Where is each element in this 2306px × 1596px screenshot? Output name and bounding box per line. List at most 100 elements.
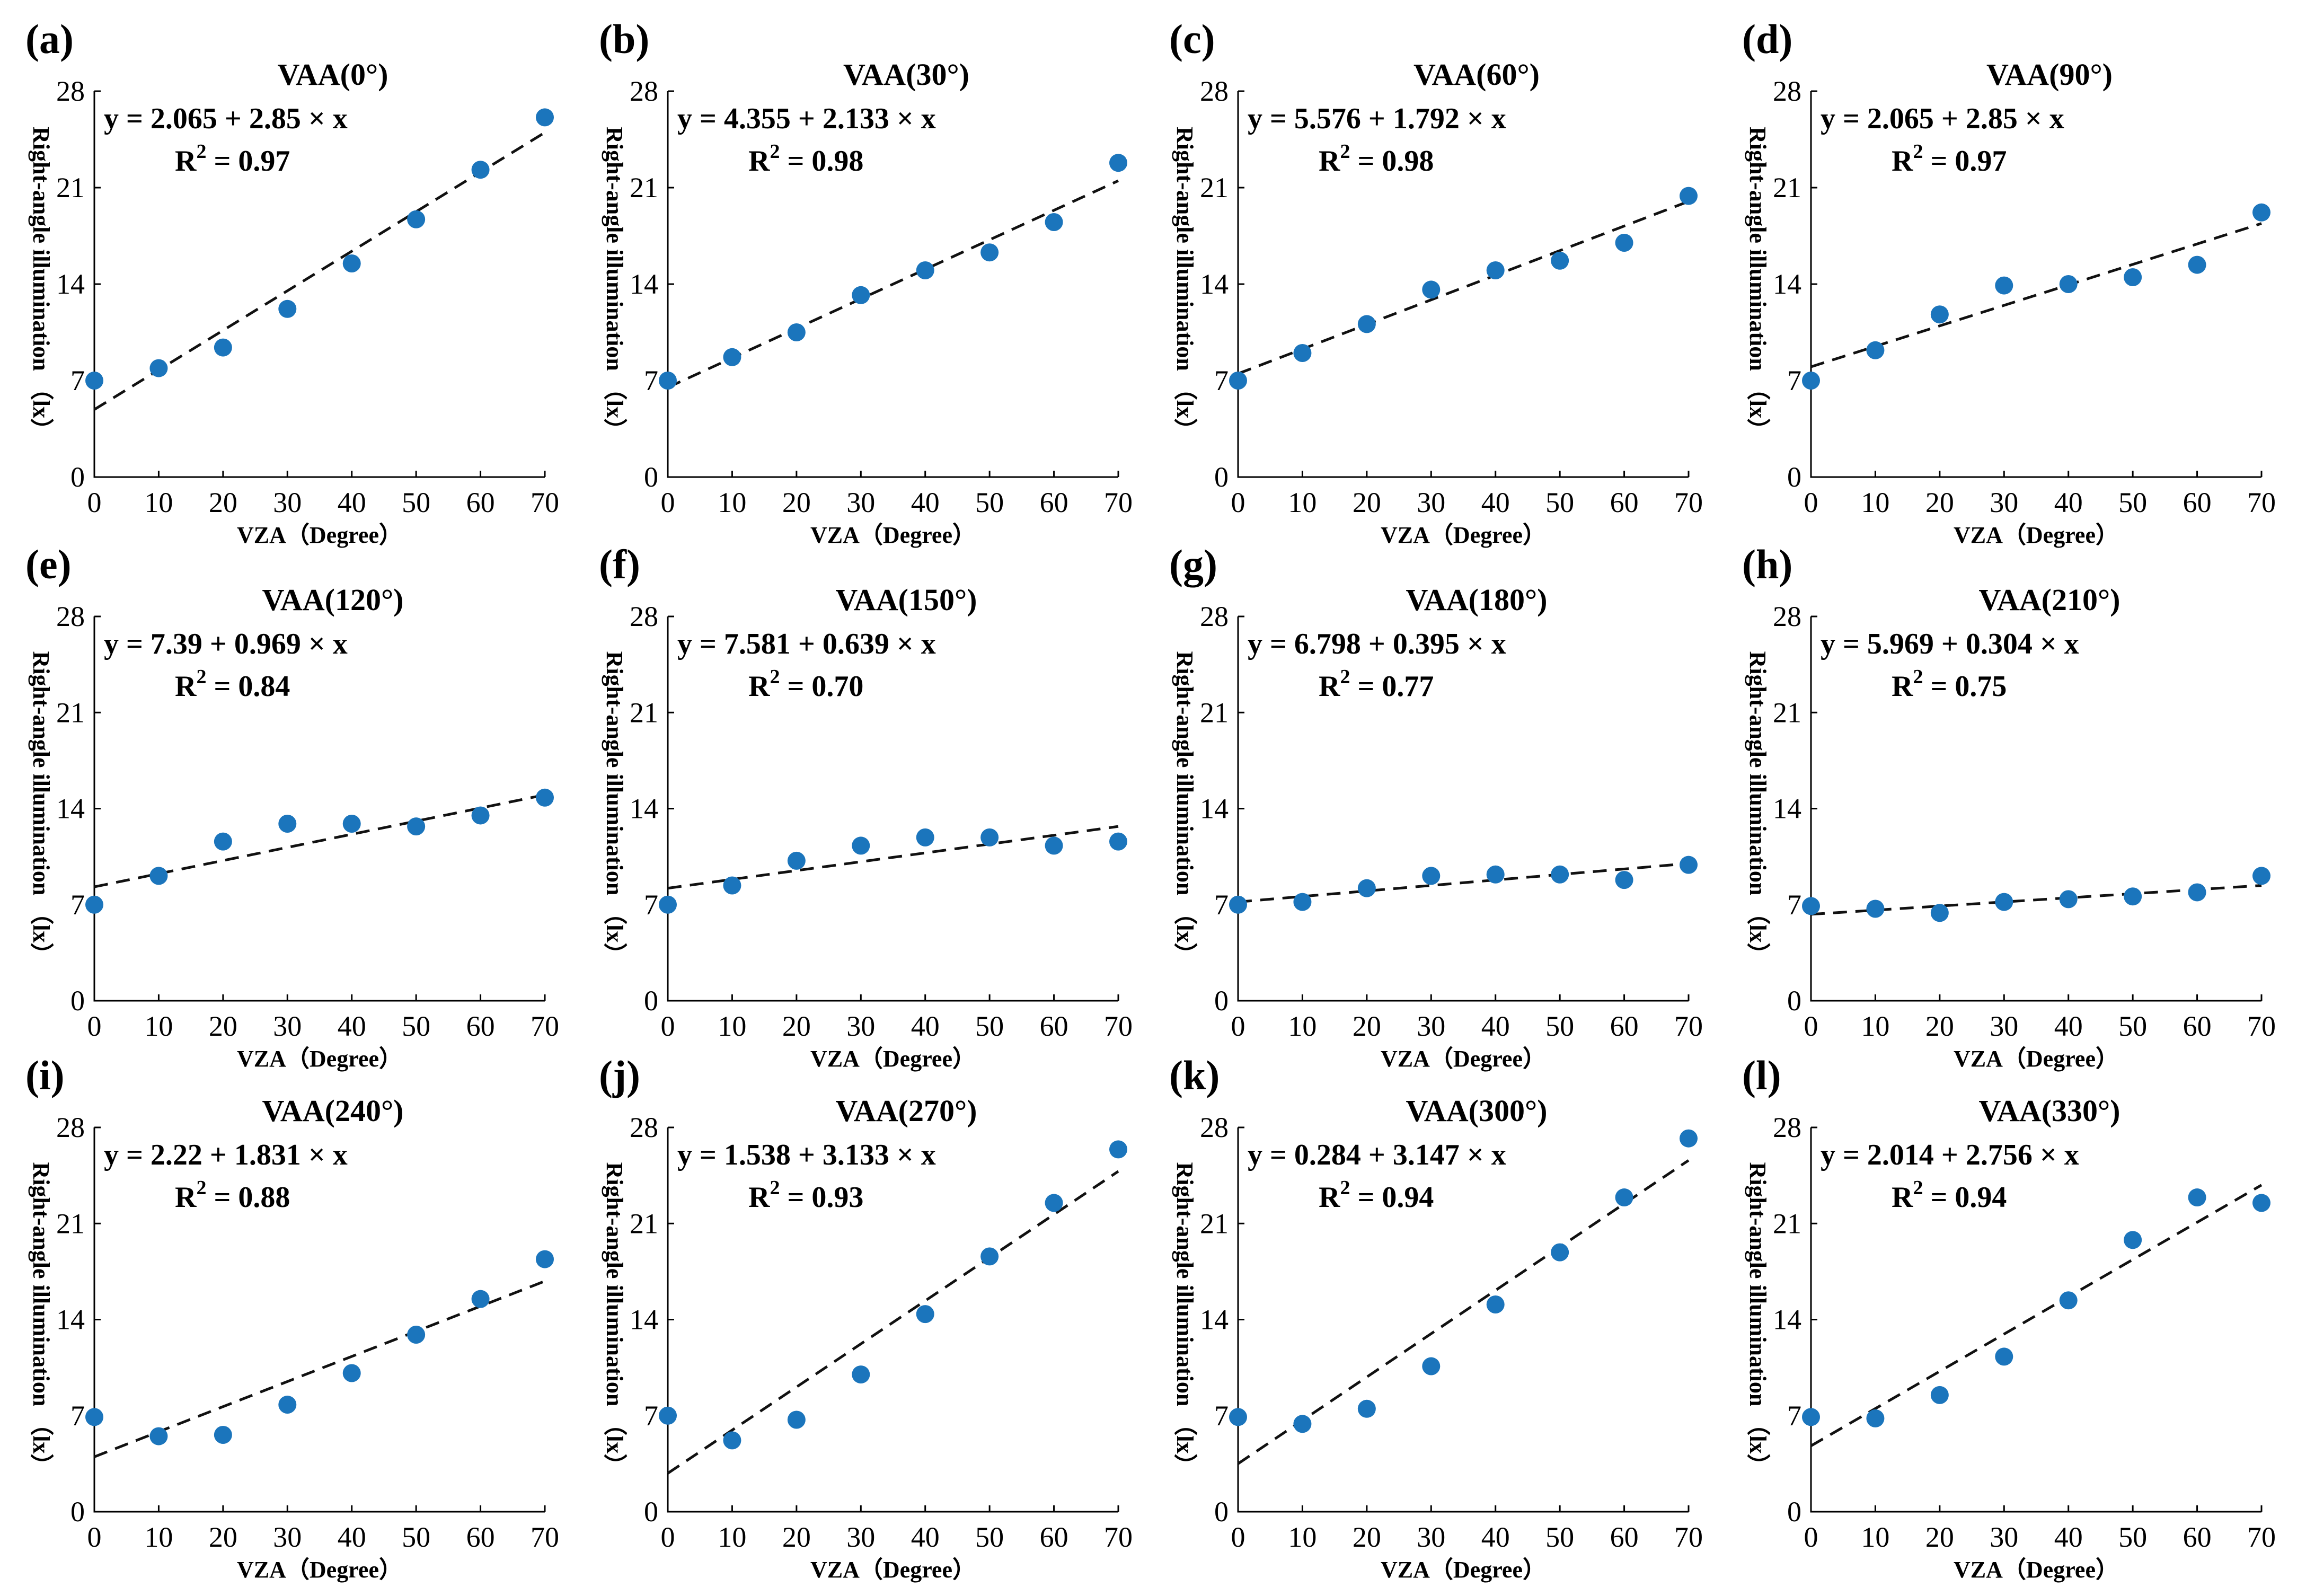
- r-squared-symbol: R: [175, 1181, 197, 1214]
- regression-line: [1810, 884, 2262, 916]
- x-tick-label: 70: [2247, 1010, 2276, 1042]
- y-tick-label: 14: [630, 268, 658, 300]
- data-point: [1486, 865, 1505, 884]
- x-tick-label: 0: [1804, 1010, 1818, 1042]
- x-tick-label: 10: [1288, 1521, 1317, 1553]
- y-tick-label: 0: [1214, 985, 1229, 1017]
- data-point: [659, 895, 677, 914]
- x-tick-label: 50: [2118, 1010, 2147, 1042]
- x-tick-label: 0: [1231, 1010, 1245, 1042]
- y-axis-label: Right-angle illumination （lx）: [602, 651, 628, 966]
- r-squared-value: = 0.84: [206, 670, 290, 703]
- r-squared-value: = 0.77: [1350, 670, 1434, 703]
- x-tick-label: 50: [402, 487, 430, 518]
- r-squared-exponent: 2: [1340, 666, 1350, 688]
- regression-line: [667, 825, 1119, 890]
- y-tick-label: 14: [56, 1304, 85, 1336]
- x-tick-label: 50: [402, 1521, 430, 1553]
- data-point: [1680, 1129, 1698, 1148]
- y-axis-label: Right-angle illumination （lx）: [602, 127, 628, 442]
- chart-panel: 0 7 14 21 28 0 10 20 30 40 50 60 70 VZA（Degree） Right-…: [1742, 1052, 2276, 1583]
- y-tick-label: 21: [1773, 696, 1801, 728]
- data-point: [407, 817, 426, 836]
- y-tick-label: 0: [644, 461, 658, 493]
- y-tick-label: 14: [630, 793, 658, 825]
- y-tick-label: 7: [644, 365, 658, 396]
- y-tick-label: 14: [1773, 1304, 1801, 1336]
- data-point: [787, 1410, 806, 1429]
- x-tick-label: 60: [1040, 487, 1068, 518]
- data-point: [723, 876, 741, 895]
- data-point: [1615, 1188, 1633, 1207]
- data-point: [1995, 276, 2013, 295]
- y-axis-label: Right-angle illumination （lx）: [28, 651, 54, 966]
- r-squared-label: R2 = 0.84: [175, 666, 290, 703]
- data-point: [2252, 1194, 2270, 1212]
- y-tick-label: 7: [1787, 1400, 1801, 1432]
- y-axis-label: Right-angle illumination （lx）: [1745, 127, 1771, 442]
- x-tick-label: 70: [1104, 487, 1133, 518]
- regression-equation: y = 2.065 + 2.85 × x: [104, 102, 348, 135]
- data-point: [85, 895, 103, 914]
- data-point: [916, 1305, 934, 1324]
- data-point: [1109, 832, 1127, 851]
- r-squared-exponent: 2: [196, 140, 206, 163]
- x-axis-label: VZA（Degree）: [1381, 1046, 1546, 1072]
- data-point: [1930, 904, 1949, 922]
- data-point: [536, 788, 554, 807]
- data-point: [1680, 187, 1698, 205]
- r-squared-exponent: 2: [770, 666, 780, 688]
- x-tick-label: 60: [2183, 1010, 2212, 1042]
- data-point: [787, 851, 806, 870]
- panel-letter: (j): [599, 1052, 640, 1098]
- x-axis-label: VZA（Degree）: [1954, 1557, 2119, 1583]
- data-point: [407, 210, 426, 228]
- r-squared-symbol: R: [175, 145, 197, 178]
- x-tick-label: 40: [1481, 1010, 1510, 1042]
- panel-letter: (e): [25, 541, 72, 587]
- x-tick-label: 20: [1353, 487, 1381, 518]
- data-point: [2059, 1291, 2078, 1310]
- r-squared-symbol: R: [748, 145, 770, 178]
- data-point: [1357, 315, 1376, 333]
- r-squared-value: = 0.93: [780, 1181, 863, 1214]
- panel-letter: (d): [1742, 16, 1792, 62]
- data-point: [85, 1408, 103, 1426]
- r-squared-symbol: R: [175, 670, 197, 703]
- r-squared-label: R2 = 0.93: [748, 1177, 863, 1214]
- r-squared-label: R2 = 0.75: [1892, 666, 2007, 703]
- chart-title: VAA(30°): [843, 57, 969, 92]
- panel-letter: (l): [1742, 1052, 1781, 1098]
- x-tick-label: 60: [466, 1010, 495, 1042]
- x-tick-label: 40: [338, 487, 366, 518]
- x-tick-label: 20: [1353, 1521, 1381, 1553]
- data-point: [852, 1365, 870, 1384]
- r-squared-exponent: 2: [196, 666, 206, 688]
- regression-equation: y = 2.065 + 2.85 × x: [1821, 102, 2064, 135]
- chart-title: VAA(180°): [1406, 583, 1547, 617]
- y-tick-label: 21: [56, 696, 85, 728]
- y-tick-label: 21: [1200, 696, 1229, 728]
- data-point: [2252, 867, 2270, 885]
- y-tick-label: 28: [1773, 1112, 1801, 1143]
- r-squared-value: = 0.88: [206, 1181, 290, 1214]
- x-tick-label: 20: [209, 487, 237, 518]
- y-tick-label: 7: [70, 889, 85, 921]
- chart-panel: 0 7 14 21 28 0 10 20 30 40 50 60 70 VZA（Degree） Right-…: [25, 16, 559, 548]
- data-point: [1551, 1243, 1569, 1262]
- y-tick-label: 21: [1773, 172, 1801, 204]
- chart-panel: 0 7 14 21 28 0 10 20 30 40 50 60 70 VZA（Degree） Right-…: [599, 1052, 1133, 1583]
- data-point: [471, 806, 490, 825]
- y-tick-label: 28: [630, 75, 658, 107]
- x-tick-label: 70: [1104, 1010, 1133, 1042]
- data-point: [342, 814, 361, 833]
- chart-panel: 0 7 14 21 28 0 10 20 30 40 50 60 70 VZA（Degree） Right-…: [25, 1052, 559, 1583]
- chart-panel: 0 7 14 21 28 0 10 20 30 40 50 60 70 VZA（Degree） Right-…: [1742, 541, 2276, 1072]
- x-tick-label: 30: [1990, 487, 2018, 518]
- x-tick-label: 0: [1804, 1521, 1818, 1553]
- data-point: [1802, 897, 1820, 915]
- panel-letter: (f): [599, 541, 640, 587]
- y-tick-label: 28: [1200, 601, 1229, 632]
- x-tick-label: 60: [2183, 487, 2212, 518]
- data-point: [1866, 341, 1885, 359]
